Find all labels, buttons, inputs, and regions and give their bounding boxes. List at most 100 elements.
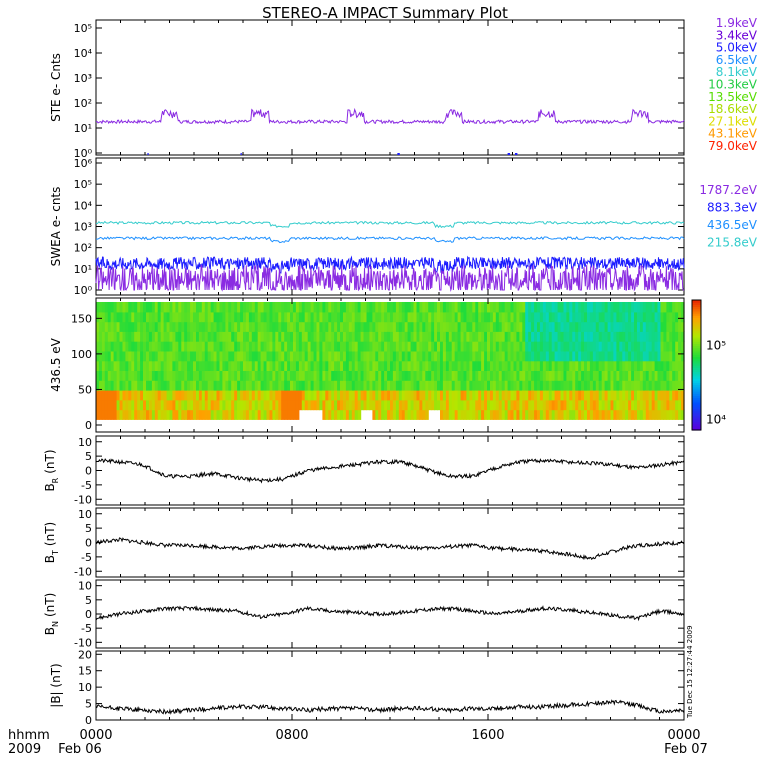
heatmap-cell (660, 302, 664, 313)
heatmap-cell (542, 380, 547, 391)
heatmap-cell (639, 321, 644, 332)
heatmap-cell (678, 341, 682, 352)
heatmap-cell (257, 409, 262, 420)
heatmap-cell (492, 311, 497, 323)
heatmap-cell (381, 311, 385, 323)
heatmap-cell (466, 370, 470, 381)
heatmap-cell (563, 341, 567, 352)
heatmap-cell (442, 399, 447, 411)
heatmap-cell (178, 331, 182, 342)
y-tick-label: 5 (85, 450, 92, 463)
heatmap-cell (295, 331, 300, 342)
heatmap-cell (154, 390, 159, 401)
heatmap-cell (642, 399, 647, 411)
heatmap-cell (416, 399, 420, 411)
colorbar-segment (692, 310, 701, 314)
heatmap-cell (572, 409, 576, 420)
heatmap-cell (598, 331, 603, 342)
heatmap-cell (516, 360, 520, 371)
heatmap-cell (675, 302, 679, 313)
heatmap-cell (481, 331, 485, 342)
heatmap-cell (110, 311, 115, 323)
heatmap-cell (293, 302, 297, 313)
heatmap-cell (648, 350, 653, 362)
heatmap-cell (589, 399, 594, 411)
heatmap-cell (251, 341, 256, 352)
heatmap-cell (560, 350, 564, 362)
heatmap-cell (607, 380, 612, 391)
heatmap-cell (266, 390, 270, 401)
heatmap-cell (231, 380, 235, 391)
heatmap-cell (134, 399, 138, 411)
heatmap-cell (193, 409, 197, 420)
heatmap-cell (248, 360, 253, 371)
heatmap-cell (625, 331, 629, 342)
heatmap-cell (469, 311, 473, 323)
heatmap-cell (110, 350, 115, 362)
heatmap-cell (290, 350, 294, 362)
heatmap-cell (178, 409, 182, 420)
legend-entry: 5.0keV (716, 41, 758, 55)
heatmap-cell (98, 341, 103, 352)
heatmap-cell (269, 350, 273, 362)
heatmap-cell (96, 350, 100, 362)
heatmap-cell (513, 380, 517, 391)
y-tick-label: -10 (74, 493, 92, 506)
heatmap-cell (163, 311, 168, 323)
heatmap-cell (166, 302, 171, 313)
heatmap-cell (204, 350, 209, 362)
y-axis-label: BT(nT) (43, 522, 60, 563)
heatmap-cell (210, 302, 215, 313)
heatmap-cell (363, 350, 367, 362)
heatmap-cell (560, 380, 564, 391)
heatmap-cell (151, 350, 156, 362)
heatmap-cell (301, 399, 306, 411)
heatmap-cell (181, 311, 185, 323)
heatmap-cell (345, 370, 350, 381)
heatmap-cell (293, 360, 297, 371)
heatmap-cell (660, 399, 664, 411)
heatmap-cell (210, 341, 215, 352)
heatmap-cell (154, 370, 159, 381)
heatmap-cell (219, 399, 223, 411)
heatmap-cell (351, 321, 356, 332)
heatmap-cell (490, 390, 494, 401)
heatmap-cell (140, 341, 144, 352)
heatmap-cell (613, 409, 617, 420)
colorbar-segment (692, 362, 701, 366)
heatmap-cell (216, 341, 220, 352)
heatmap-cell (272, 321, 276, 332)
heatmap-cell (101, 390, 106, 401)
y-tick-label: 10 (78, 580, 92, 593)
heatmap-cell (372, 350, 376, 362)
heatmap-cell (475, 321, 479, 332)
heatmap-cell (319, 331, 323, 342)
heatmap-cell (163, 399, 168, 411)
heatmap-cell (554, 341, 559, 352)
heatmap-cell (240, 321, 244, 332)
heatmap-cell (340, 360, 344, 371)
heatmap-cell (243, 409, 247, 420)
heatmap-cell (442, 370, 447, 381)
heatmap-cell (628, 409, 632, 420)
heatmap-cell (601, 331, 606, 342)
heatmap-cell (513, 331, 517, 342)
heatmap-cell (187, 360, 191, 371)
heatmap-cell (248, 311, 253, 323)
heatmap-cell (378, 390, 382, 401)
heatmap-cell (478, 321, 482, 332)
heatmap-cell (160, 390, 165, 401)
heatmap-cell (381, 390, 385, 401)
heatmap-cell (401, 350, 406, 362)
heatmap-cell (107, 331, 112, 342)
heatmap-cell (401, 311, 406, 323)
heatmap-cell (131, 302, 135, 313)
heatmap-cell (190, 302, 194, 313)
heatmap-cell (184, 331, 188, 342)
heatmap-cell (401, 341, 406, 352)
heatmap-cell (501, 331, 506, 342)
heatmap-cell (319, 370, 323, 381)
heatmap-cell (181, 380, 185, 391)
colorbar-segment (692, 399, 701, 403)
